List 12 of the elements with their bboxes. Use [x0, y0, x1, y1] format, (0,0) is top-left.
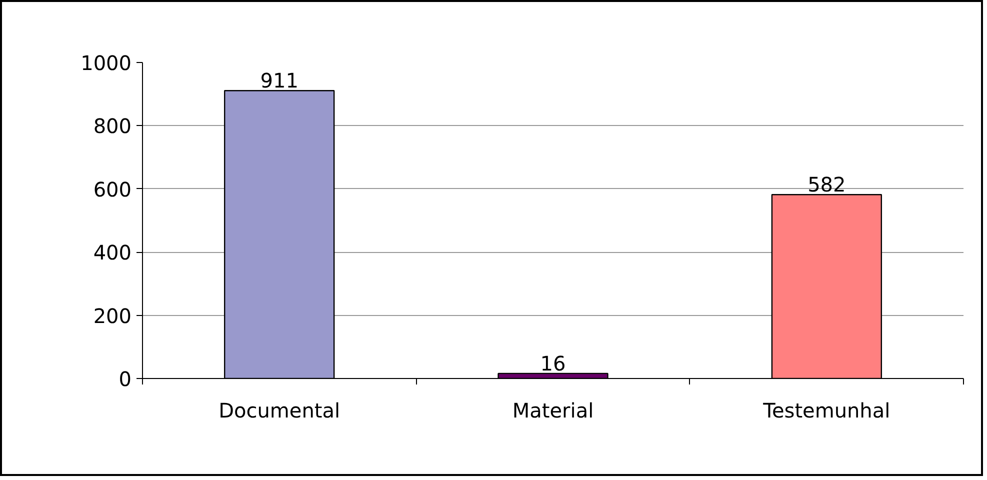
y-tick-label: 600: [93, 177, 132, 202]
y-tick-label: 200: [93, 304, 132, 328]
x-tick-label: Documental: [218, 398, 340, 422]
y-tick-label: 0: [118, 367, 132, 391]
y-tick-label: 400: [93, 240, 132, 265]
data-label: 911: [260, 68, 298, 93]
x-tick-label: Material: [512, 398, 594, 422]
data-label: 16: [540, 351, 566, 376]
x-tick-label: Testemunhal: [762, 398, 890, 422]
y-tick-label: 800: [93, 114, 132, 138]
y-tick-label: 1000: [80, 51, 132, 75]
data-label: 582: [808, 172, 846, 197]
